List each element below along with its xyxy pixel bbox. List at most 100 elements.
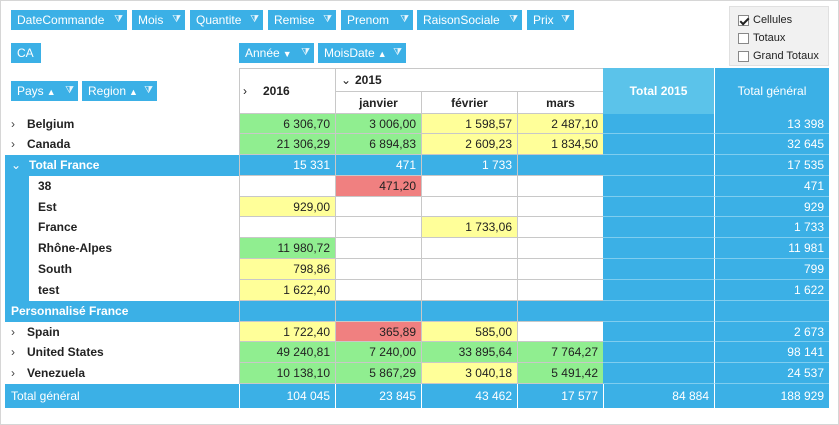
value-cell[interactable] [517,176,603,197]
filter-icon[interactable]: ⧩ [144,85,153,96]
column-field-annee[interactable]: Année ▼ ⧩ [239,43,314,63]
year-2015-header[interactable] [335,68,603,92]
value-cell[interactable]: 1 622,40 [239,280,335,301]
checkbox-icon[interactable] [738,14,749,26]
value-cell[interactable]: 471,20 [335,176,421,197]
chevron-right-icon[interactable]: › [11,117,15,131]
value-cell[interactable]: 471 [335,155,421,176]
value-cell[interactable]: 49 240,81 [239,342,335,363]
filter-field-raisonsociale[interactable]: RaisonSociale ⧩ [417,10,522,30]
value-cell[interactable]: 929,00 [239,197,335,217]
filter-field-datecommande[interactable]: DateCommande ⧩ [11,10,127,30]
filter-icon[interactable]: ⧩ [400,14,409,25]
value-cell[interactable]: 585,00 [421,322,517,342]
value-cell[interactable] [239,217,335,238]
filter-field-mois[interactable]: Mois ⧩ [132,10,185,30]
value-cell[interactable] [335,259,421,280]
row-label[interactable]: 38 [38,179,52,193]
filter-icon[interactable]: ⧩ [509,14,518,25]
value-cell[interactable]: 6 894,83 [335,134,421,155]
filter-icon[interactable]: ⧩ [323,14,332,25]
value-cell[interactable] [517,217,603,238]
chevron-right-icon[interactable]: › [243,84,247,98]
value-cell[interactable] [517,155,603,176]
column-field-moisdate[interactable]: MoisDate ▲ ⧩ [318,43,406,63]
value-cell[interactable] [421,238,517,259]
value-cell[interactable]: 10 138,10 [239,363,335,384]
value-cell[interactable] [517,301,603,322]
sort-up-icon[interactable]: ▲ [129,87,138,97]
value-cell[interactable] [335,280,421,301]
value-cell[interactable] [421,176,517,197]
sort-up-icon[interactable]: ▲ [46,87,56,97]
value-cell[interactable] [421,259,517,280]
filter-icon[interactable]: ⧩ [561,14,570,25]
filter-field-quantite[interactable]: Quantite ⧩ [190,10,263,30]
row-label[interactable]: Total France [29,158,100,172]
value-cell[interactable]: 2 487,10 [517,114,603,134]
value-cell[interactable]: 2 609,23 [421,134,517,155]
filter-icon[interactable]: ⧩ [65,85,74,96]
value-cell[interactable]: 1 733,06 [421,217,517,238]
chevron-down-icon[interactable]: ⌄ [11,158,22,172]
value-cell[interactable]: 5 867,29 [335,363,421,384]
option-grand-totaux[interactable]: Grand Totaux [738,50,819,62]
row-label[interactable]: France [38,220,78,234]
month-header-mar[interactable]: mars [517,92,603,114]
filter-field-prix[interactable]: Prix ⧩ [527,10,574,30]
value-cell[interactable] [421,301,517,322]
value-cell[interactable]: 6 306,70 [239,114,335,134]
value-cell[interactable]: 798,86 [239,259,335,280]
sort-down-icon[interactable]: ▼ [282,49,292,59]
value-cell[interactable]: 3 040,18 [421,363,517,384]
chevron-right-icon[interactable]: › [11,137,15,151]
filter-icon[interactable]: ⧩ [301,47,310,58]
filter-icon[interactable]: ⧩ [172,14,181,25]
value-cell[interactable] [517,238,603,259]
value-cell[interactable]: 365,89 [335,322,421,342]
chevron-right-icon[interactable]: › [11,345,15,359]
row-field-pays[interactable]: Pays ▲ ⧩ [11,81,78,101]
value-cell[interactable] [517,322,603,342]
value-cell[interactable]: 11 980,72 [239,238,335,259]
value-cell[interactable] [335,197,421,217]
value-cell[interactable]: 1 733 [421,155,517,176]
value-cell[interactable]: 7 240,00 [335,342,421,363]
value-cell[interactable] [517,280,603,301]
filter-icon[interactable]: ⧩ [393,47,402,58]
data-field-ca[interactable]: CA [11,43,41,63]
row-label[interactable]: United States [27,345,104,359]
value-cell[interactable] [421,280,517,301]
year-2016-header[interactable] [239,68,335,114]
row-label[interactable]: South [38,262,72,276]
chevron-right-icon[interactable]: › [11,325,15,339]
value-cell[interactable]: 15 331 [239,155,335,176]
chevron-right-icon[interactable]: › [11,366,15,380]
checkbox-icon[interactable] [738,32,749,44]
value-cell[interactable]: 1 598,57 [421,114,517,134]
value-cell[interactable] [335,301,421,322]
row-label[interactable]: Belgium [27,117,75,131]
value-cell[interactable] [517,197,603,217]
filter-icon[interactable]: ⧩ [250,14,259,25]
value-cell[interactable]: 1 834,50 [517,134,603,155]
filter-field-remise[interactable]: Remise ⧩ [268,10,336,30]
value-cell[interactable] [421,197,517,217]
row-label[interactable]: Spain [27,325,60,339]
filter-icon[interactable]: ⧩ [114,14,123,25]
value-cell[interactable] [239,176,335,197]
value-cell[interactable]: 5 491,42 [517,363,603,384]
row-label[interactable]: test [38,283,60,297]
row-label[interactable]: Canada [27,137,71,151]
value-cell[interactable] [335,238,421,259]
value-cell[interactable] [239,301,335,322]
month-header-jan[interactable]: janvier [335,92,421,114]
value-cell[interactable]: 1 722,40 [239,322,335,342]
filter-field-prenom[interactable]: Prenom ⧩ [341,10,413,30]
chevron-down-icon[interactable]: ⌄ [341,73,352,87]
month-header-feb[interactable]: février [421,92,517,114]
value-cell[interactable] [517,259,603,280]
row-label[interactable]: Rhône-Alpes [38,241,113,255]
value-cell[interactable]: 3 006,00 [335,114,421,134]
row-field-region[interactable]: Region ▲ ⧩ [82,81,157,101]
